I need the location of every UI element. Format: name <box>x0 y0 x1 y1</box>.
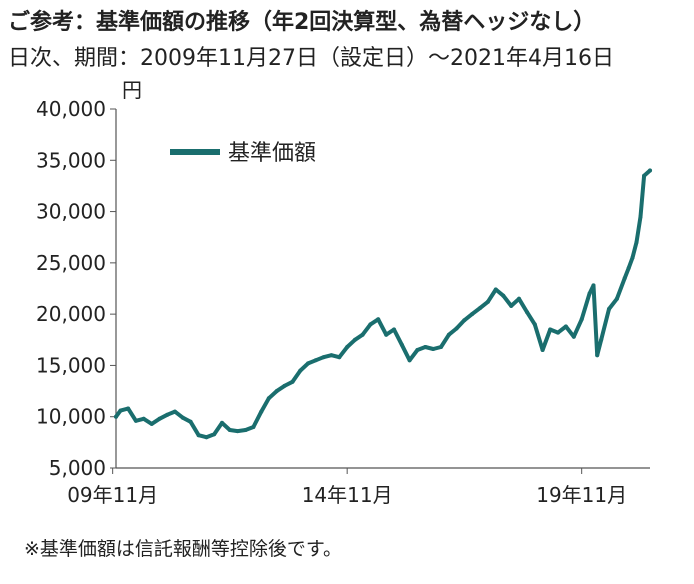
data-point <box>329 353 334 358</box>
chart-title: ご参考：基準価額の推移（年2回決算型、為替ヘッジなし） <box>8 10 596 35</box>
data-point <box>165 412 170 417</box>
data-point <box>172 409 177 414</box>
data-point <box>634 240 639 245</box>
data-point <box>540 348 545 352</box>
data-point <box>626 266 631 270</box>
data-point <box>321 355 326 360</box>
data-point <box>587 291 592 296</box>
y-tick-label: 40,000 <box>36 97 106 121</box>
data-point <box>360 332 365 337</box>
data-point <box>227 428 232 432</box>
data-point <box>282 383 287 388</box>
data-point <box>462 318 467 323</box>
data-point <box>532 322 537 327</box>
data-point <box>525 310 529 315</box>
data-point <box>126 406 131 411</box>
data-point <box>642 173 647 178</box>
data-point <box>133 418 138 423</box>
y-tick-label: 30,000 <box>36 200 106 224</box>
data-point <box>579 317 584 322</box>
data-point <box>501 293 506 298</box>
data-point <box>306 361 311 366</box>
data-point <box>313 358 318 363</box>
data-point <box>485 299 490 304</box>
data-point <box>630 255 635 260</box>
y-tick-label: 20,000 <box>36 302 106 326</box>
data-point <box>439 345 443 349</box>
x-ticks: 09年11月 14年11月 19年11月 <box>67 468 627 507</box>
data-point <box>478 306 483 310</box>
data-point <box>415 348 420 352</box>
y-tick-label: 15,000 <box>36 353 106 377</box>
data-point <box>470 312 475 317</box>
x-tick-label: 09年11月 <box>67 483 158 507</box>
data-point <box>407 358 412 363</box>
data-point <box>591 283 596 288</box>
data-point <box>376 317 381 322</box>
footnote: ※基準価額は信託報酬等控除後です。 <box>24 538 343 560</box>
data-point <box>157 416 162 421</box>
data-point <box>243 428 248 432</box>
data-point <box>220 420 224 425</box>
data-point <box>212 432 217 437</box>
y-tick-label: 10,000 <box>36 405 106 429</box>
chart-subtitle: 日次、期間：2009年11月27日（設定日）～2021年4月16日 <box>8 46 614 71</box>
data-point <box>274 389 279 394</box>
data-point <box>298 368 303 373</box>
data-point <box>384 332 389 337</box>
y-tick-label: 35,000 <box>36 148 106 172</box>
data-point <box>188 419 193 424</box>
axes <box>115 109 650 469</box>
data-point <box>571 334 576 339</box>
data-point <box>599 337 604 342</box>
data-point <box>607 307 611 311</box>
data-point <box>180 415 185 420</box>
data-point <box>648 168 652 173</box>
x-tick-label: 14年11月 <box>302 483 393 507</box>
data-point <box>118 408 123 413</box>
data-point <box>622 276 627 281</box>
x-tick-label: 19年11月 <box>536 483 627 507</box>
data-point <box>431 347 436 351</box>
data-point <box>345 345 350 349</box>
data-point <box>509 303 514 308</box>
data-point <box>454 326 459 331</box>
data-point <box>638 214 643 219</box>
series-group <box>114 168 652 440</box>
data-point <box>204 435 209 440</box>
data-point <box>446 332 451 337</box>
data-point <box>595 353 600 358</box>
legend: 基準価額 <box>170 141 316 166</box>
data-point <box>423 345 428 349</box>
y-tick-label: 5,000 <box>49 456 106 480</box>
data-point <box>563 324 568 329</box>
data-point <box>149 421 154 426</box>
data-point <box>251 425 256 429</box>
data-point <box>493 287 498 292</box>
data-point <box>235 429 240 434</box>
data-point <box>114 414 118 419</box>
data-point <box>337 355 342 360</box>
data-point <box>259 409 264 414</box>
data-point <box>392 327 396 332</box>
data-point <box>399 342 404 347</box>
y-ticks: 5,000 10,000 15,000 20,000 25,000 30,000 35,00… <box>36 97 116 480</box>
data-point <box>266 396 271 401</box>
y-tick-label: 25,000 <box>36 251 106 275</box>
y-axis-unit-label: 円 <box>122 78 142 102</box>
data-point <box>614 296 619 301</box>
data-point <box>548 327 553 332</box>
data-point <box>517 296 521 301</box>
data-point <box>196 433 201 438</box>
data-point <box>290 379 295 384</box>
data-point <box>353 337 357 342</box>
series-line <box>114 168 652 440</box>
legend-label: 基準価額 <box>228 141 316 166</box>
data-point <box>368 322 373 327</box>
data-point <box>556 330 560 335</box>
data-point <box>141 416 146 421</box>
